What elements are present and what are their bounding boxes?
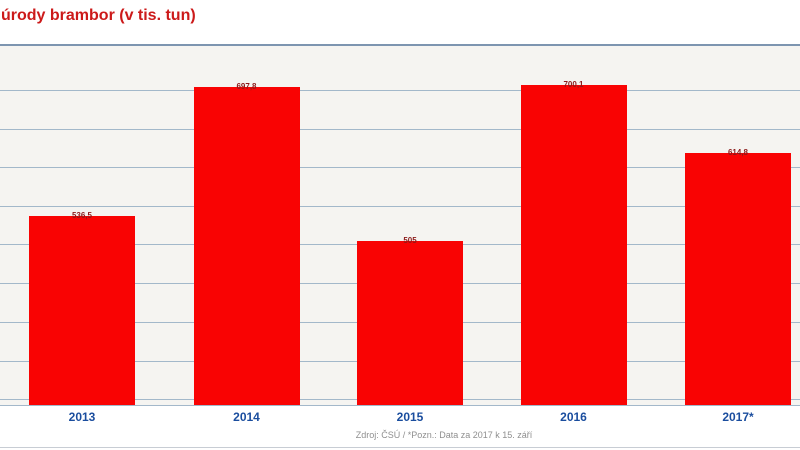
x-axis-label-2014: 2014: [233, 410, 260, 424]
x-axis-label-2017: 2017*: [722, 410, 754, 424]
chart-title: úrody brambor (v tis. tun): [1, 7, 196, 24]
bar-value-label: 697,8: [236, 82, 257, 91]
bar-value-label: 505: [403, 236, 417, 245]
bar-2015: 505: [357, 236, 463, 405]
gridline: [0, 167, 800, 168]
bar-value-label: 614,8: [727, 148, 749, 157]
bar-2017: 614,8: [685, 148, 791, 405]
gridline: [0, 90, 800, 91]
bar-2014: 697,8: [193, 82, 300, 405]
bar-value-label: 700,1: [563, 80, 584, 89]
bottom-divider: [0, 447, 800, 448]
gridline: [0, 129, 800, 130]
plot-area: 536,5 697,8 505 700,1 614,8: [0, 44, 800, 406]
bar-2016: 700,1: [520, 80, 627, 405]
x-axis-label-2015: 2015: [396, 410, 424, 424]
x-axis-label-2016: 2016: [560, 410, 587, 424]
source-note: Zdroj: ČSÚ / *Pozn.: Data za 2017 k 15. …: [355, 430, 533, 440]
x-axis-label-2013: 2013: [68, 410, 96, 424]
bar-value-label: 536,5: [71, 211, 93, 220]
bar-2013: 536,5: [29, 211, 135, 405]
gridline: [0, 206, 800, 207]
